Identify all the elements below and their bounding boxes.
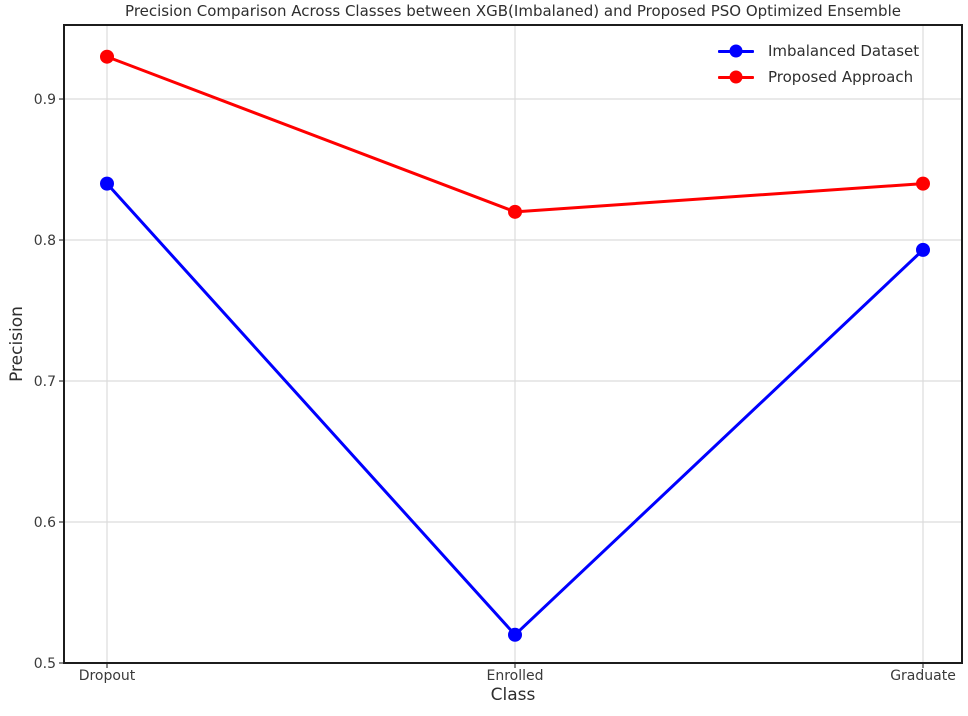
- x-axis-label: Class: [490, 685, 536, 705]
- y-tick-label: 0.7: [34, 374, 56, 390]
- data-point: [508, 627, 522, 642]
- y-axis-label: Precision: [7, 306, 27, 382]
- legend-label: Imbalanced Dataset: [768, 42, 920, 60]
- data-point: [916, 242, 930, 257]
- line-marker-icon: [718, 70, 754, 84]
- line-marker-icon: [718, 44, 754, 58]
- legend-label: Proposed Approach: [768, 68, 914, 86]
- data-point: [508, 204, 522, 219]
- legend: Imbalanced Dataset Proposed Approach: [718, 38, 919, 90]
- axes-frame: [63, 24, 963, 664]
- circle-marker-icon: [729, 70, 743, 84]
- chart-title: Precision Comparison Across Classes betw…: [125, 2, 901, 20]
- data-point: [100, 176, 114, 191]
- x-tick-label: Dropout: [79, 668, 136, 684]
- x-tick-label: Graduate: [890, 668, 956, 684]
- circle-marker-icon: [729, 44, 743, 58]
- x-tick-label: Enrolled: [486, 668, 543, 684]
- data-point: [100, 49, 114, 64]
- data-point: [916, 176, 930, 191]
- y-tick-label: 0.9: [34, 92, 56, 108]
- y-tick-label: 0.8: [34, 233, 56, 249]
- y-tick-label: 0.6: [34, 515, 56, 531]
- legend-item-imbalanced: Imbalanced Dataset: [718, 38, 919, 64]
- legend-item-proposed: Proposed Approach: [718, 64, 919, 90]
- y-tick-label: 0.5: [34, 656, 56, 672]
